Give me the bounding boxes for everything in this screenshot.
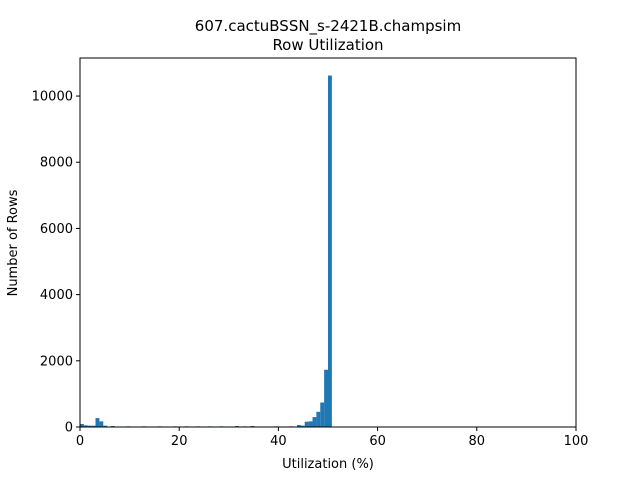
histogram-bar xyxy=(95,418,100,427)
y-tick-label: 2000 xyxy=(40,354,73,369)
histogram-bar xyxy=(324,369,329,427)
y-axis-label: Number of Rows xyxy=(6,189,21,296)
x-tick-label: 40 xyxy=(270,434,287,449)
y-tick-label: 4000 xyxy=(40,288,73,303)
histogram-bar xyxy=(91,425,96,427)
y-tick-label: 10000 xyxy=(32,90,73,105)
histogram-bar xyxy=(312,417,317,427)
histogram-bar xyxy=(328,75,332,427)
y-tick-label: 6000 xyxy=(40,222,73,237)
histogram-bar xyxy=(304,421,309,427)
chart-title: 607.cactuBSSN_s-2421B.champsim xyxy=(195,17,461,36)
histogram-bar xyxy=(308,421,313,427)
x-tick-label: 0 xyxy=(76,434,84,449)
histogram-bar xyxy=(103,425,108,427)
histogram-bars xyxy=(80,75,332,427)
x-tick-label: 80 xyxy=(469,434,486,449)
x-tick-label: 100 xyxy=(564,434,589,449)
histogram-bar xyxy=(320,402,325,427)
histogram-bar xyxy=(80,424,84,427)
y-axis-ticks: 0 2000 4000 6000 8000 10000 xyxy=(32,90,80,436)
x-axis-ticks: 0 20 40 60 80 100 xyxy=(76,427,589,449)
histogram-bar xyxy=(83,425,88,427)
y-tick-label: 8000 xyxy=(40,156,73,171)
chart-subtitle: Row Utilization xyxy=(272,36,383,54)
plot-frame xyxy=(79,57,577,428)
y-tick-label: 0 xyxy=(65,421,73,436)
histogram-bar xyxy=(316,411,321,427)
histogram-bar xyxy=(297,425,301,427)
histogram-bar xyxy=(87,425,92,427)
histogram-bar xyxy=(99,421,104,427)
x-axis-label: Utilization (%) xyxy=(282,457,374,472)
x-tick-label: 20 xyxy=(171,434,188,449)
x-tick-label: 60 xyxy=(369,434,386,449)
histogram-bar xyxy=(300,425,305,427)
